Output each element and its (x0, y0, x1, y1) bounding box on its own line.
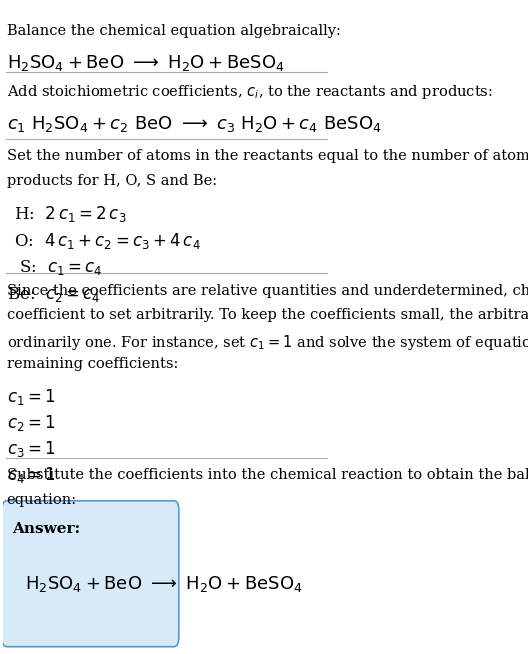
Text: Answer:: Answer: (13, 522, 81, 536)
Text: Substitute the coefficients into the chemical reaction to obtain the balanced: Substitute the coefficients into the che… (7, 468, 528, 483)
Text: $c_2 = 1$: $c_2 = 1$ (7, 413, 55, 433)
Text: O:  $4\,c_1 + c_2 = c_3 + 4\,c_4$: O: $4\,c_1 + c_2 = c_3 + 4\,c_4$ (8, 231, 201, 251)
Text: Add stoichiometric coefficients, $c_i$, to the reactants and products:: Add stoichiometric coefficients, $c_i$, … (7, 82, 493, 101)
Text: $\mathrm{H_2SO_4 + BeO \ {\longrightarrow} \ H_2O + BeSO_4}$: $\mathrm{H_2SO_4 + BeO \ {\longrightarro… (25, 574, 303, 594)
Text: products for H, O, S and Be:: products for H, O, S and Be: (7, 174, 217, 188)
Text: Set the number of atoms in the reactants equal to the number of atoms in the: Set the number of atoms in the reactants… (7, 149, 528, 164)
Text: ordinarily one. For instance, set $c_1 = 1$ and solve the system of equations fo: ordinarily one. For instance, set $c_1 =… (7, 333, 528, 352)
Text: Balance the chemical equation algebraically:: Balance the chemical equation algebraica… (7, 24, 341, 37)
Text: equation:: equation: (7, 493, 77, 507)
Text: $c_1\ \mathrm{H_2SO_4} + c_2\ \mathrm{BeO}\ {\longrightarrow}\ c_3\ \mathrm{H_2O: $c_1\ \mathrm{H_2SO_4} + c_2\ \mathrm{Be… (7, 114, 381, 133)
Text: H:  $2\,c_1 = 2\,c_3$: H: $2\,c_1 = 2\,c_3$ (8, 204, 126, 224)
Text: $c_4 = 1$: $c_4 = 1$ (7, 465, 55, 485)
Text: $c_3 = 1$: $c_3 = 1$ (7, 439, 55, 459)
Text: $\mathrm{H_2SO_4 + BeO \ {\longrightarrow} \ H_2O + BeSO_4}$: $\mathrm{H_2SO_4 + BeO \ {\longrightarro… (7, 54, 285, 73)
Text: $c_1 = 1$: $c_1 = 1$ (7, 387, 55, 407)
FancyBboxPatch shape (2, 501, 179, 647)
Text: S:  $c_1 = c_4$: S: $c_1 = c_4$ (8, 258, 102, 277)
Text: coefficient to set arbitrarily. To keep the coefficients small, the arbitrary va: coefficient to set arbitrarily. To keep … (7, 308, 528, 322)
Text: Be:  $c_2 = c_4$: Be: $c_2 = c_4$ (7, 286, 100, 305)
Text: Since the coefficients are relative quantities and underdetermined, choose a: Since the coefficients are relative quan… (7, 284, 528, 298)
Text: remaining coefficients:: remaining coefficients: (7, 358, 178, 371)
